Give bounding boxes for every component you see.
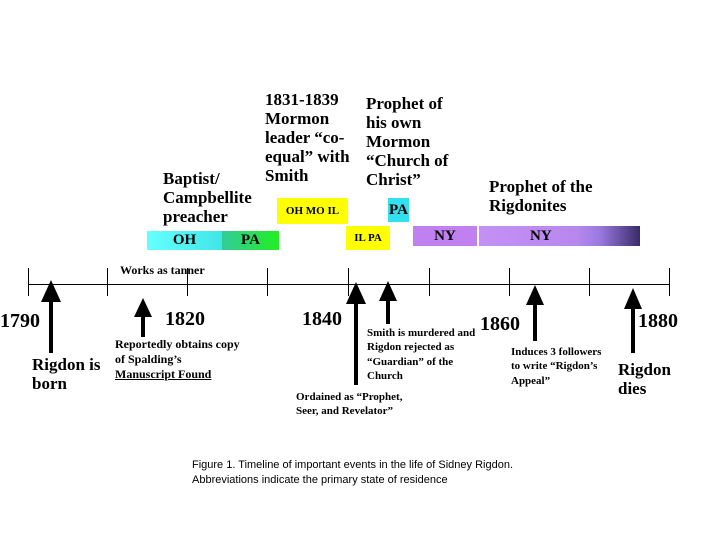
- year-label: 1840: [302, 308, 342, 330]
- manuscript-title: Manuscript Found: [115, 367, 212, 381]
- timeline-tick: [267, 268, 268, 296]
- timeline-tick: [429, 268, 430, 296]
- residence-label: PA: [389, 201, 408, 218]
- event-rigdons-appeal: Induces 3 followers to write “Rigdon’s A…: [511, 346, 602, 387]
- residence-band-oh-mo-il: OH MO IL: [277, 198, 348, 224]
- era-own-church: Prophet of his own Mormon “Church of Chr…: [366, 94, 449, 190]
- timeline-tick: [28, 268, 29, 296]
- timeline-tick: [509, 268, 510, 296]
- caption-line: Figure 1. Timeline of important events i…: [192, 459, 514, 471]
- residence-label: IL PA: [354, 232, 382, 244]
- era-mormon-leader: 1831-1839 Mormon leader “co-equal” with …: [265, 90, 350, 186]
- event-text: Reportedly obtains copy of Spalding’s: [115, 337, 240, 366]
- timeline-tick: [187, 268, 188, 296]
- timeline-tick: [107, 268, 108, 296]
- year-label: 1790: [0, 310, 40, 332]
- residence-label: OH: [172, 232, 197, 248]
- residence-band-pa: PA: [222, 231, 279, 250]
- event-spalding-manuscript: Reportedly obtains copy of Spalding’s Ma…: [115, 337, 240, 382]
- residence-band-ny-2: NY: [479, 226, 640, 246]
- year-label: 1880: [638, 310, 678, 332]
- caption-line: Abbreviations indicate the primary state…: [192, 473, 448, 486]
- era-baptist-preacher: Baptist/ Campbellite preacher: [163, 169, 252, 227]
- residence-band-il-pa: IL PA: [346, 226, 390, 250]
- figure-caption: Figure 1. Timeline of important events i…: [192, 458, 692, 488]
- tanner-label: Works as tanner: [120, 263, 205, 277]
- event-rigdon-dies: Rigdon dies: [618, 360, 671, 399]
- timeline-tick: [589, 268, 590, 296]
- residence-label: PA: [241, 232, 260, 248]
- event-smith-murdered: Smith is murdered and Rigdon rejected as…: [367, 327, 476, 382]
- residence-label: OH MO IL: [285, 205, 340, 217]
- residence-label: NY: [530, 227, 552, 244]
- residence-label: NY: [434, 227, 456, 244]
- event-rigdon-born: Rigdon is born: [32, 355, 101, 394]
- year-label: 1820: [165, 308, 205, 330]
- era-rigdonites: Prophet of the Rigdonites: [489, 177, 593, 216]
- residence-band-ny: NY: [413, 226, 477, 246]
- year-label: 1860: [480, 313, 520, 335]
- timeline-tick: [348, 268, 349, 296]
- residence-band-pa-2: PA: [388, 198, 409, 222]
- residence-band-oh: OH: [147, 231, 222, 250]
- timeline-axis: [28, 284, 670, 285]
- timeline-tick: [669, 268, 670, 296]
- event-ordained: Ordained as “Prophet, Seer, and Revelato…: [296, 391, 403, 418]
